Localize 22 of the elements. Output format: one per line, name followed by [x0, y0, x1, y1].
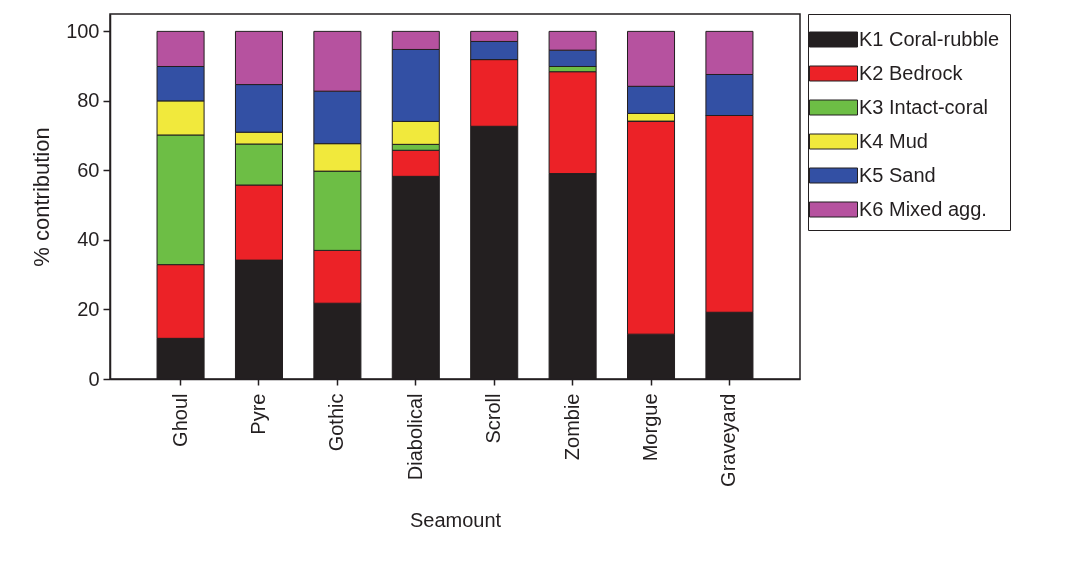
legend-label: K6 Mixed agg. — [859, 197, 987, 220]
y-tick-label: 60 — [77, 158, 100, 181]
x-tick-label: Gothic — [325, 393, 348, 452]
legend-label: K1 Coral-rubble — [859, 27, 1000, 50]
x-tick-label: Ghoul — [168, 393, 191, 447]
y-tick-label: 40 — [77, 228, 100, 251]
legend-label: K2 Bedrock — [859, 61, 964, 84]
legend-label: K4 Mud — [859, 129, 928, 152]
x-tick-label: Morgue — [639, 393, 662, 462]
x-tick-label: Graveyard — [717, 393, 740, 487]
y-tick-label: 80 — [77, 89, 100, 112]
x-tick-label: Diabolical — [403, 393, 426, 481]
x-tick-label: Pyre — [246, 393, 269, 435]
legend-label: K3 Intact-coral — [859, 95, 988, 118]
y-tick-label: 0 — [88, 367, 100, 390]
y-tick-label: 20 — [77, 297, 100, 320]
y-axis-title: % contribution — [29, 127, 55, 267]
x-axis-title: Seamount — [409, 508, 502, 531]
legend-label: K5 Sand — [859, 163, 936, 186]
y-tick-label: 100 — [66, 19, 100, 42]
x-tick-label: Zombie — [560, 393, 583, 461]
x-tick-label: Scroll — [482, 393, 505, 444]
